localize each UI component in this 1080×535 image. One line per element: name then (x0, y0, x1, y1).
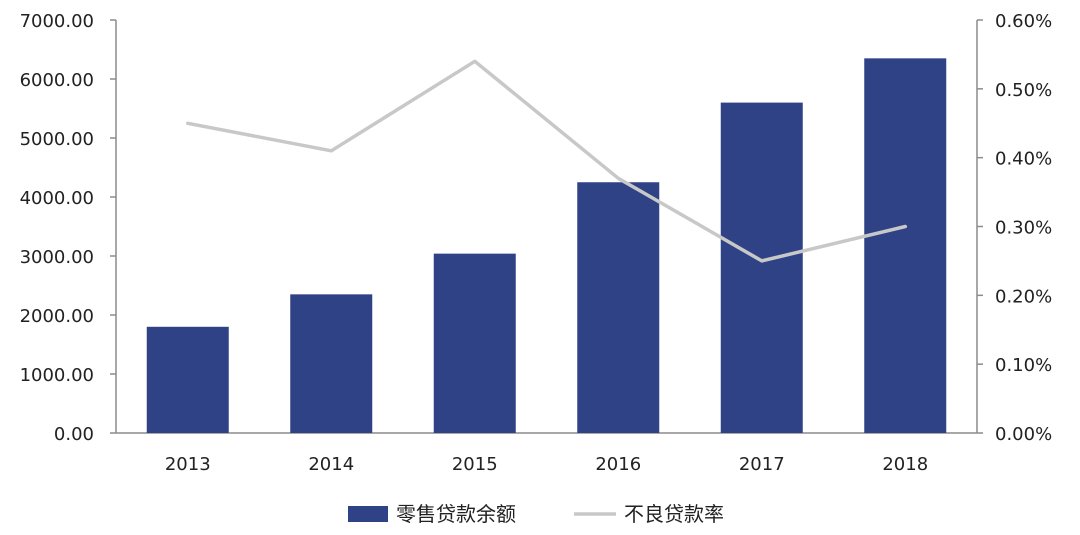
right-tick-label: 0.20% (995, 286, 1052, 307)
bar-2016 (577, 182, 660, 433)
axes (115, 20, 978, 434)
line-series (186, 59, 908, 263)
right-tick-label: 0.40% (995, 149, 1052, 170)
legend: 零售贷款余额 不良贷款率 (348, 502, 724, 526)
right-tick-label: 0.00% (995, 424, 1052, 445)
legend-bar-label: 零售贷款余额 (396, 502, 516, 526)
bar-2014 (290, 294, 373, 433)
left-tick-label: 5000.00 (20, 129, 94, 150)
legend-line-label: 不良贷款率 (624, 502, 724, 526)
x-tick-label: 2017 (739, 454, 785, 475)
left-tick-label: 4000.00 (20, 188, 94, 209)
left-axis-ticks: 0.00 1000.00 2000.00 3000.00 4000.00 5000.00 6… (20, 11, 116, 445)
legend-bar-swatch (348, 506, 388, 522)
right-tick-label: 0.60% (995, 11, 1052, 32)
right-tick-label: 0.50% (995, 80, 1052, 101)
right-tick-label: 0.30% (995, 218, 1052, 239)
right-tick-label: 0.10% (995, 355, 1052, 376)
right-axis-ticks: 0.00% 0.10% 0.20% 0.30% 0.40% 0.50% 0.60% (977, 11, 1052, 445)
x-tick-label: 2018 (882, 454, 928, 475)
left-tick-label: 6000.00 (20, 70, 94, 91)
bar-2017 (720, 102, 803, 433)
x-tick-label: 2015 (452, 454, 498, 475)
left-tick-label: 1000.00 (20, 365, 94, 386)
x-axis-ticks: 2013 2014 2015 2016 2017 2018 (165, 454, 928, 475)
x-tick-label: 2014 (308, 454, 354, 475)
bar-2013 (146, 326, 229, 433)
bar-2018 (864, 58, 947, 433)
bar-series (146, 58, 947, 433)
left-tick-label: 2000.00 (20, 306, 94, 327)
x-tick-label: 2013 (165, 454, 211, 475)
left-tick-label: 0.00 (54, 424, 94, 445)
x-tick-label: 2016 (595, 454, 641, 475)
left-tick-label: 3000.00 (20, 247, 94, 268)
bar-2015 (433, 253, 516, 433)
npl-ratio-line (186, 59, 908, 263)
left-tick-label: 7000.00 (20, 11, 94, 32)
